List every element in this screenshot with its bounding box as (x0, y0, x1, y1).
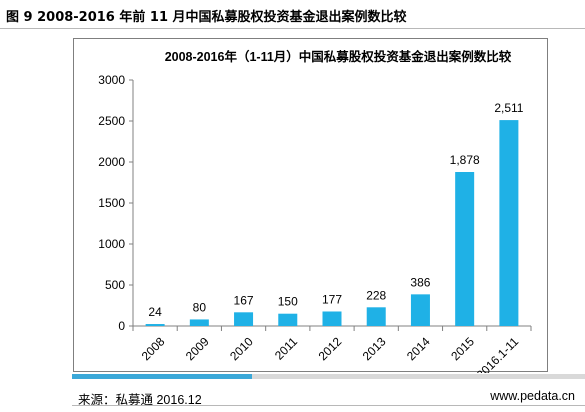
bar-chart: 2008-2016年（1-11月）中国私募股权投资基金退出案例数比较 0 500 10… (98, 49, 532, 373)
x-tick-label: 2008 (139, 334, 168, 363)
data-label: 150 (278, 295, 298, 309)
footer: 来源：私募通 2016.12 www.pedata.cn (72, 380, 585, 412)
website-label: www.pedata.cn (490, 389, 575, 403)
bar (234, 312, 254, 326)
data-label: 80 (193, 300, 207, 314)
y-tick-label: 1000 (98, 237, 125, 251)
x-tick-label: 2014 (404, 334, 433, 363)
bar (366, 307, 386, 326)
x-tick-label: 2011 (272, 334, 300, 362)
bar (189, 319, 209, 326)
top-divider (0, 28, 585, 29)
figure-heading: 图 9 2008-2016 年前 11 月中国私募股权投资基金退出案例数比较 (6, 10, 407, 25)
progress-fill (72, 374, 252, 379)
data-label: 24 (148, 305, 162, 319)
data-label: 1,878 (450, 153, 480, 167)
bar (499, 120, 519, 327)
data-label: 386 (410, 275, 430, 289)
bar (322, 311, 342, 326)
progress-track (72, 374, 585, 379)
x-tick-label: 2015 (448, 334, 477, 363)
y-tick-label: 3000 (98, 73, 125, 87)
bar (455, 172, 475, 326)
data-label: 177 (322, 292, 342, 306)
bar (278, 313, 298, 326)
y-tick-label: 0 (118, 319, 125, 333)
data-label: 2,511 (494, 101, 523, 115)
x-tick-label: 2016.1-11 (474, 334, 522, 373)
x-tick-label: 2009 (183, 334, 212, 363)
y-tick-label: 2000 (98, 155, 125, 169)
data-label: 167 (234, 293, 254, 307)
source-note: 来源：私募通 2016.12 (78, 393, 202, 407)
chart-frame: 2008-2016年（1-11月）中国私募股权投资基金退出案例数比较 0 500 10… (73, 38, 548, 373)
x-tick-label: 2010 (227, 334, 256, 363)
x-tick-label: 2012 (316, 334, 345, 363)
bar (410, 294, 430, 326)
bottom-divider (72, 405, 585, 406)
y-tick-label: 2500 (98, 114, 125, 128)
y-tick-label: 1500 (98, 196, 125, 210)
data-label: 228 (366, 288, 386, 302)
chart-title: 2008-2016年（1-11月）中国私募股权投资基金退出案例数比较 (165, 49, 512, 64)
x-tick-label: 2013 (360, 334, 389, 363)
y-tick-label: 500 (105, 278, 125, 292)
bar (145, 324, 165, 326)
